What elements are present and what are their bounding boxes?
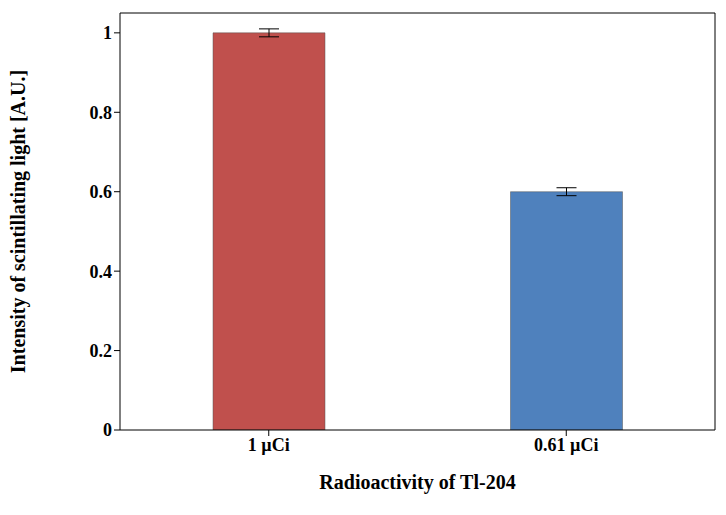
svg-text:0.8: 0.8: [90, 103, 113, 123]
svg-text:Intensity of scintillating lig: Intensity of scintillating light [A.U.]: [8, 70, 30, 373]
svg-text:0.4: 0.4: [90, 262, 113, 282]
svg-text:0.61 µCi: 0.61 µCi: [534, 435, 598, 455]
svg-text:0: 0: [103, 420, 112, 440]
svg-text:0.6: 0.6: [90, 182, 113, 202]
svg-text:Radioactivity of Tl-204: Radioactivity of Tl-204: [319, 471, 515, 494]
svg-text:0.2: 0.2: [90, 341, 113, 361]
svg-text:1: 1: [103, 23, 112, 43]
svg-text:1 µCi: 1 µCi: [248, 435, 290, 455]
